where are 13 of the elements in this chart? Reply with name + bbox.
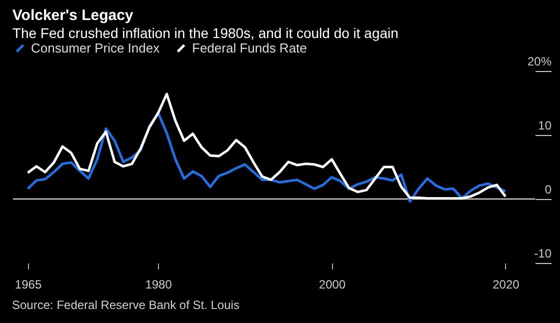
chart-title: Volcker's Legacy [12,7,134,24]
x-tick-label: 2000 [318,278,346,292]
source-note: Source: Federal Reserve Bank of St. Louis [11,297,240,314]
x-tick-label: 2020 [492,278,520,292]
legend-label: Consumer Price Index [31,40,160,56]
y-tick-label: 0 [544,182,552,196]
y-tick-label: -10 [534,246,552,260]
legend-label: Federal Funds Rate [192,40,307,56]
chart-subtitle: The Fed crushed inflation in the 1980s, and it could do it again [12,25,398,41]
y-tick-label: 10 [538,118,552,132]
x-tick-label: 1980 [145,278,172,292]
x-tick-label: 1965 [14,278,42,292]
y-tick-label: 20% [527,54,552,68]
